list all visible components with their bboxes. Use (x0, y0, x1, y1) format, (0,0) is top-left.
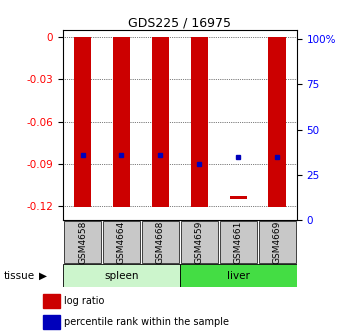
Bar (43, 315, 60, 329)
Bar (113, 37, 130, 207)
Bar (103, 221, 140, 263)
Bar (142, 221, 179, 263)
Text: log ratio: log ratio (64, 296, 104, 306)
Bar (181, 221, 218, 263)
Text: percentile rank within the sample: percentile rank within the sample (64, 317, 229, 327)
Bar (74, 37, 91, 207)
Text: GSM4669: GSM4669 (273, 220, 282, 264)
Bar (229, 196, 247, 199)
Text: tissue: tissue (3, 271, 34, 281)
Text: GSM4664: GSM4664 (117, 220, 126, 263)
Bar (180, 264, 297, 287)
Text: GSM4658: GSM4658 (78, 220, 87, 264)
Bar (64, 221, 101, 263)
Text: GSM4661: GSM4661 (234, 220, 243, 264)
Bar (258, 221, 296, 263)
Bar (191, 37, 208, 207)
Bar (220, 221, 257, 263)
Text: liver: liver (227, 271, 250, 281)
Bar (63, 264, 180, 287)
Text: ▶: ▶ (39, 271, 47, 281)
Bar (268, 37, 286, 207)
Text: GSM4659: GSM4659 (195, 220, 204, 264)
Title: GDS225 / 16975: GDS225 / 16975 (128, 16, 232, 29)
Bar (43, 294, 60, 308)
Text: GSM4668: GSM4668 (156, 220, 165, 264)
Text: spleen: spleen (104, 271, 139, 281)
Bar (152, 37, 169, 207)
